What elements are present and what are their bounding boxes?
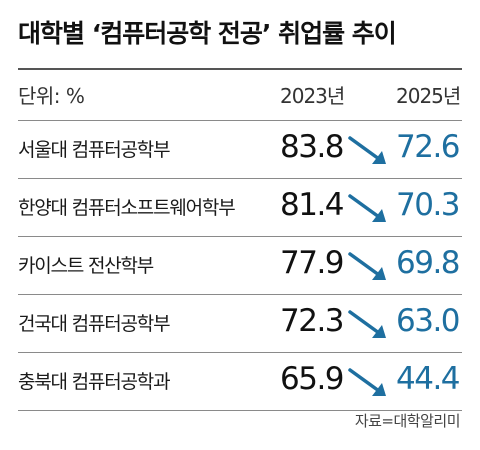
value-2025: 72.6 [396, 129, 461, 165]
university-label: 서울대 컴퓨터공학부 [18, 139, 171, 161]
row-divider [18, 410, 462, 411]
value-2025: 69.8 [396, 245, 461, 281]
table-row: 충북대 컴퓨터공학과 65.9 44.4 [18, 352, 462, 410]
row-divider [18, 236, 462, 237]
value-2023: 72.3 [280, 303, 345, 339]
university-label: 카이스트 전산학부 [18, 255, 154, 277]
table-row: 서울대 컴퓨터공학부 83.8 72.6 [18, 120, 462, 178]
university-label: 건국대 컴퓨터공학부 [18, 313, 171, 335]
arrow-down-right-icon [348, 252, 386, 280]
value-2023: 81.4 [280, 187, 345, 223]
arrow-down-right-icon [348, 368, 386, 396]
table-row: 건국대 컴퓨터공학부 72.3 63.0 [18, 294, 462, 352]
value-2025: 44.4 [396, 361, 461, 397]
value-2025: 63.0 [396, 303, 461, 339]
table-header: 단위: % 2023년 2025년 [18, 74, 462, 120]
source-note: 자료=대학알리미 [354, 412, 461, 430]
chart-title: 대학별 ‘컴퓨터공학 전공’ 취업률 추이 [18, 19, 397, 48]
value-2023: 83.8 [280, 129, 345, 165]
value-2023: 77.9 [280, 245, 345, 281]
table-row: 한양대 컴퓨터소프트웨어학부 81.4 70.3 [18, 178, 462, 236]
row-divider [18, 178, 462, 179]
top-divider [18, 68, 462, 70]
arrow-down-right-icon [348, 310, 386, 338]
unit-label: 단위: % [18, 84, 85, 108]
arrow-down-right-icon [348, 136, 386, 164]
row-divider [18, 294, 462, 295]
row-divider [18, 352, 462, 353]
university-label: 한양대 컴퓨터소프트웨어학부 [18, 197, 236, 219]
header-divider [18, 120, 462, 121]
column-header-2023: 2023년 [280, 84, 345, 108]
arrow-down-right-icon [348, 194, 386, 222]
value-2023: 65.9 [280, 361, 345, 397]
table-row: 카이스트 전산학부 77.9 69.8 [18, 236, 462, 294]
university-label: 충북대 컴퓨터공학과 [18, 371, 171, 393]
value-2025: 70.3 [396, 187, 461, 223]
column-header-2025: 2025년 [396, 84, 461, 108]
